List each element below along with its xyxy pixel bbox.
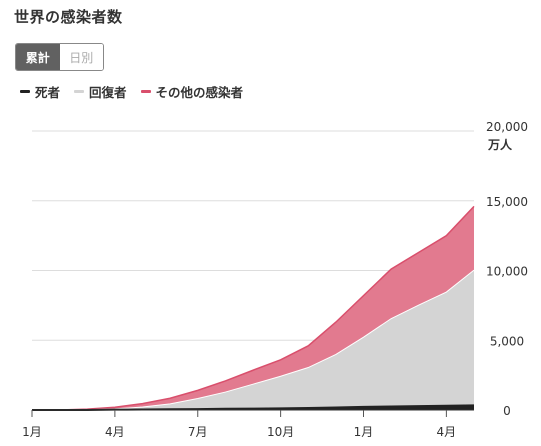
series-area-other [32,206,474,410]
tab-cumulative[interactable]: 累計 [16,44,60,70]
legend-swatch-deaths [20,90,30,93]
x-tick-label: 7月 [188,425,208,439]
legend-item-other: その他の感染者 [140,82,244,101]
legend-swatch-other [140,90,151,93]
y-tick-label: 15,000 [486,195,528,209]
x-tick-label: 10月 [267,425,294,439]
y-unit-label: 万人 [487,137,513,152]
legend-label-deaths: 死者 [35,85,61,100]
y-tick-label: 5,000 [490,334,524,348]
series-area-recovered [32,270,474,410]
chart-title: 世界の感染者数 [14,8,123,26]
legend-swatch-recovered [74,90,85,93]
legend-item-recovered: 回復者 [74,82,127,101]
x-tick-label: 1月 [354,425,374,439]
view-toggle[interactable]: 累計 日別 [15,43,104,71]
legend-item-deaths: 死者 [20,82,60,101]
x-tick-label: 4月 [437,425,457,439]
area-layer [31,205,475,411]
y-tick-label: 0 [503,404,511,418]
x-tick-label: 4月 [105,425,125,439]
y-tick-label: 10,000 [486,265,528,279]
chart-legend: 死者 回復者 その他の感染者 [20,82,257,101]
y-tick-label: 20,000 [486,120,528,134]
tab-daily[interactable]: 日別 [59,44,103,70]
legend-label-other: その他の感染者 [155,85,244,100]
x-tick-label: 1月 [22,425,42,439]
series-area-deaths [32,405,474,410]
axis-layer: 0 5,000 10,000 15,000 20,000 1月 4月 7月 10月 1月 4月 [22,120,528,439]
series-line-other [31,205,475,411]
legend-label-recovered: 回復者 [89,85,127,100]
